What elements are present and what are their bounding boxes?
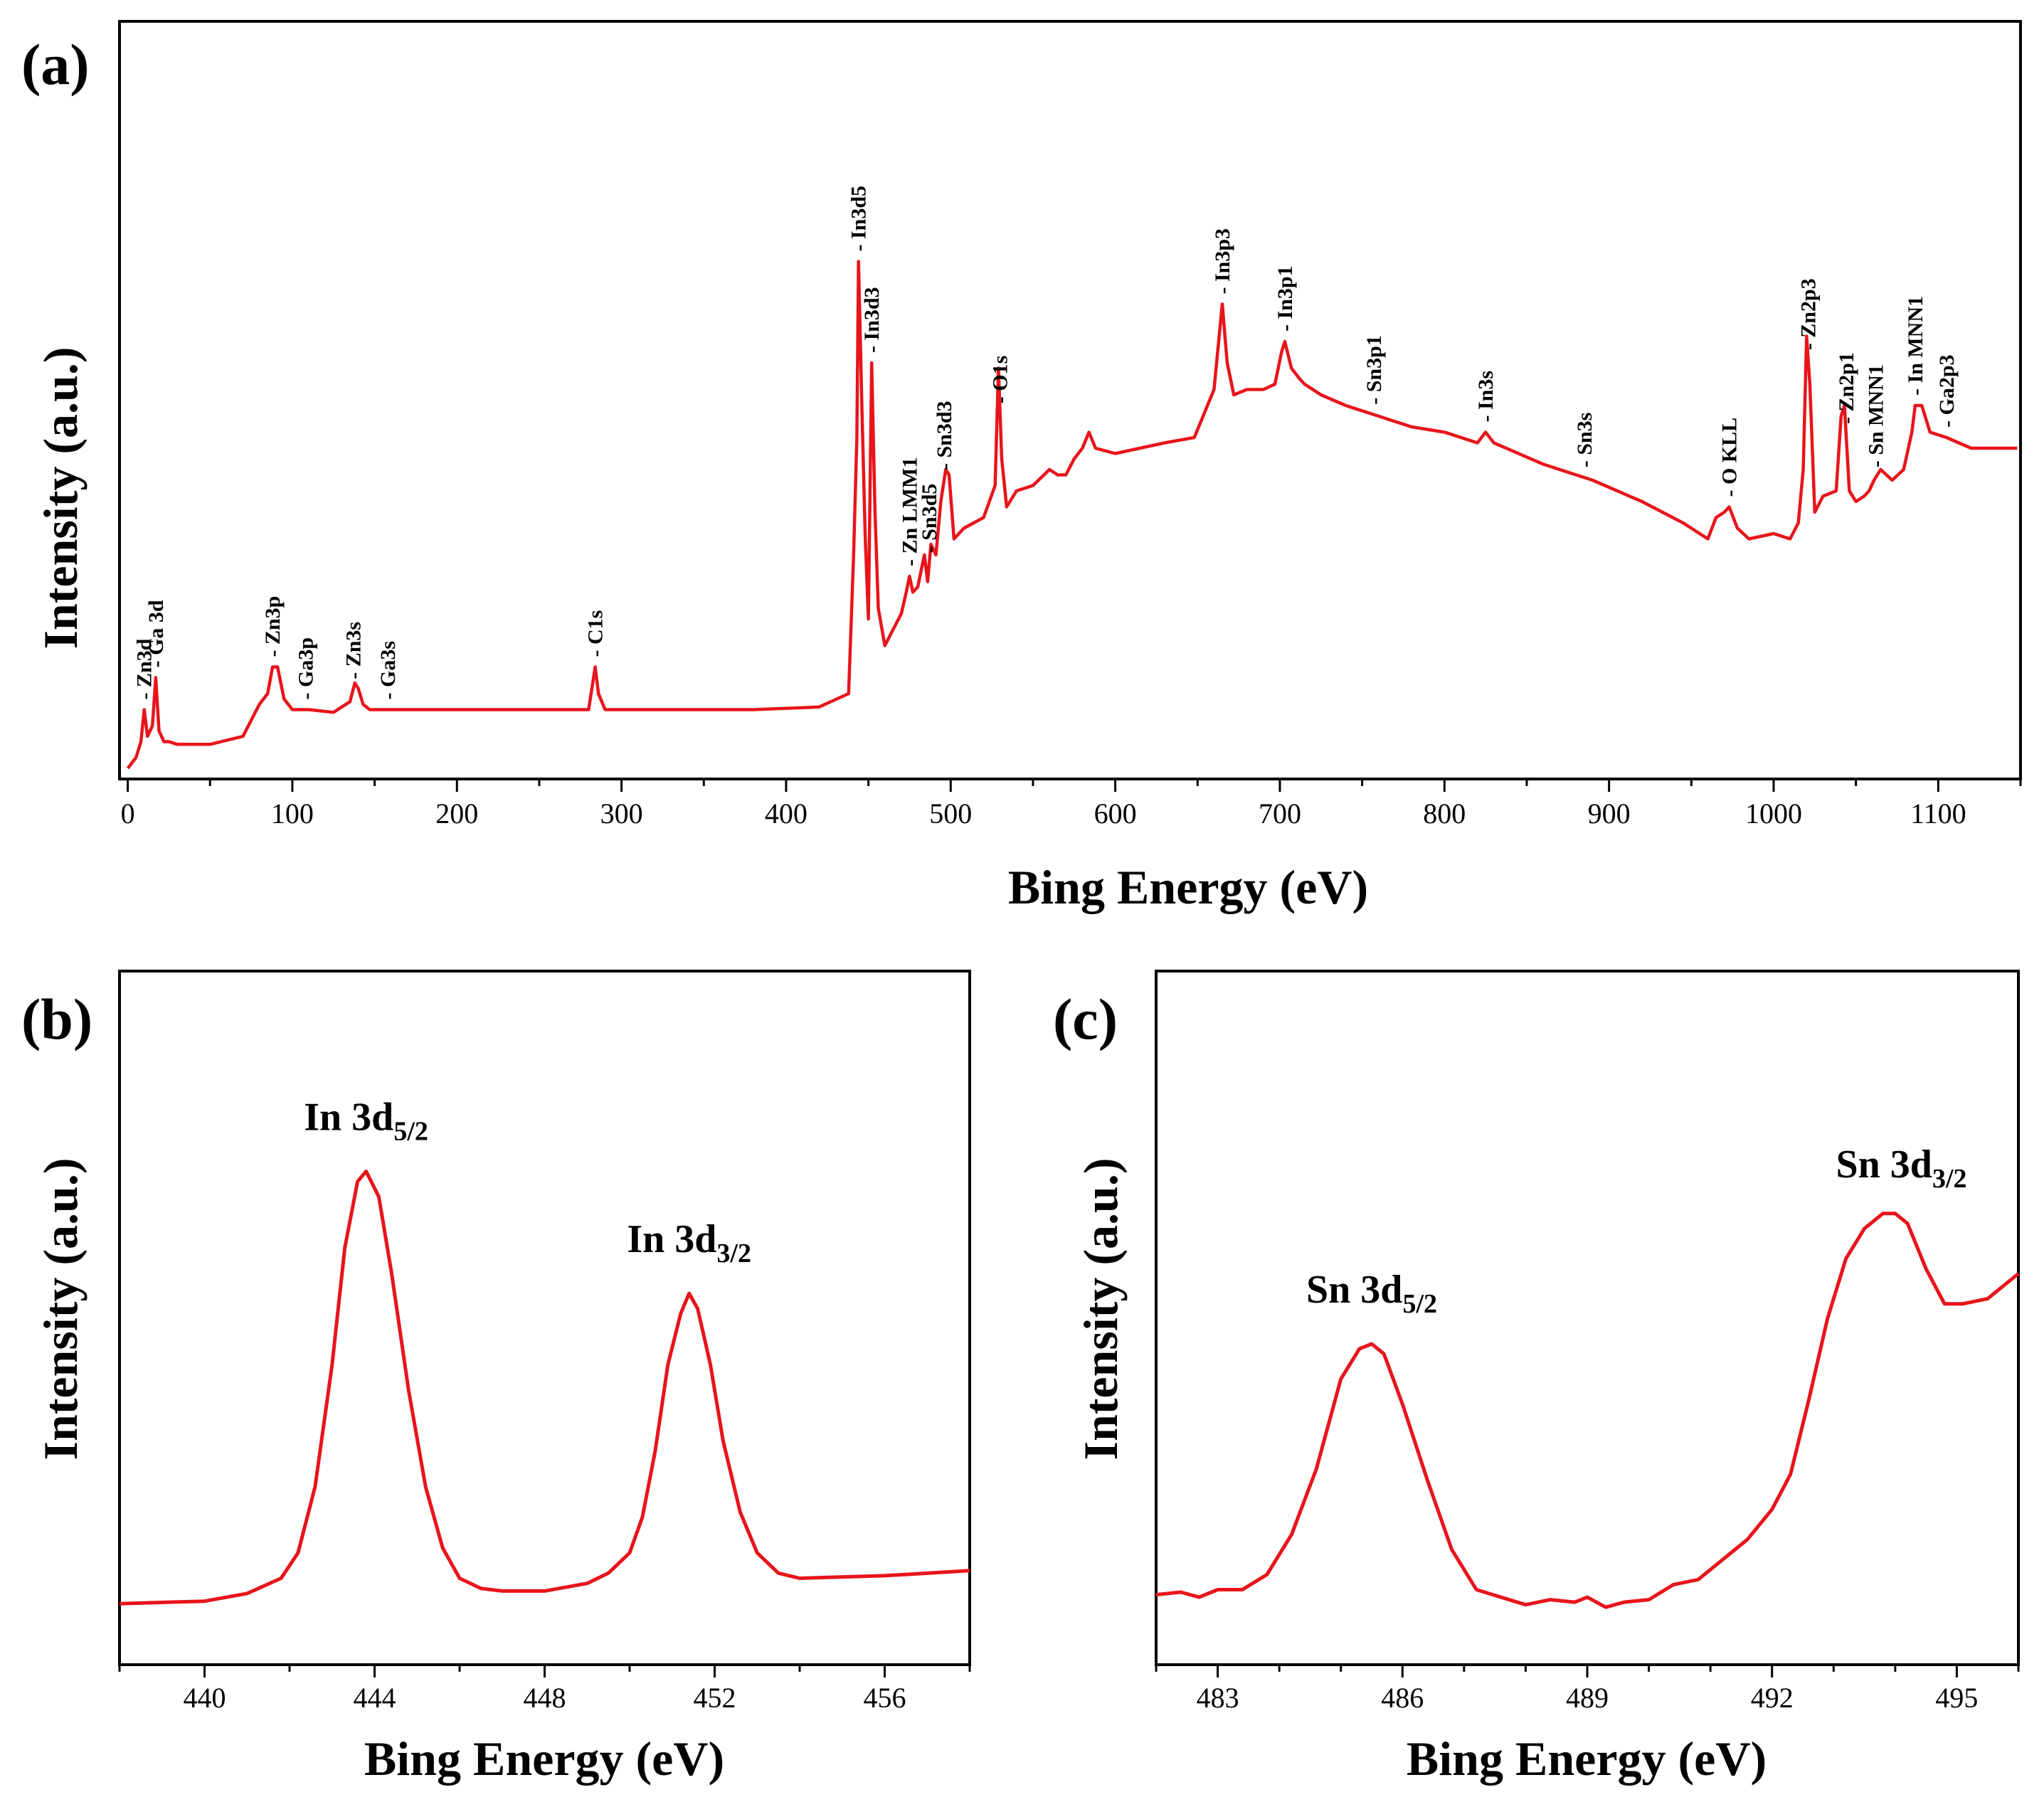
x-tick-label: 900 <box>1588 797 1631 830</box>
panel-c-x-ticks <box>1155 1665 2020 1678</box>
panel-a-label: (a) <box>21 32 90 97</box>
x-tick-label: 448 <box>524 1682 566 1714</box>
peak-label: - Sn3p1 <box>1362 335 1386 405</box>
x-tick-label: 1000 <box>1745 797 1802 830</box>
panel-a-spectrum-line <box>126 260 2018 770</box>
peak-label: - Zn3s <box>342 622 366 679</box>
peak-label: - In3s <box>1474 371 1498 423</box>
x-tick-label: 0 <box>121 797 135 830</box>
panel-c-x-axis-title: Bing Energy (eV) <box>1407 1732 1767 1786</box>
panel-b-spectrum-line <box>119 1170 970 1606</box>
peak-label: - In3d3 <box>860 287 884 353</box>
peak-label: - In3p1 <box>1273 265 1297 332</box>
panel-b-plot-frame <box>118 970 971 1666</box>
panel-a-x-ticks <box>127 779 2022 792</box>
panel-a-peak-annotations: - Zn3d- Ga 3d - Zn3p - Ga3p - Zn3s - Ga3s - C… <box>133 186 1959 700</box>
panel-a-x-tick-labels: 0 100 200 300 400 500 600 700 800 900 1000 1100 <box>121 797 1966 830</box>
panel-b-in3d-spectrum: (b) Intensity (a.u.) 440 444 448 452 456 In … <box>21 970 971 1786</box>
peak-label: - Sn MNN1 <box>1864 364 1887 467</box>
x-tick-label: 489 <box>1566 1682 1609 1714</box>
peak-label: Sn 3d5/2 <box>1306 1268 1437 1319</box>
x-tick-label: 1100 <box>1910 797 1966 830</box>
x-tick-label: 456 <box>864 1682 906 1714</box>
panel-b-label: (b) <box>21 987 92 1051</box>
panel-c-plot-frame <box>1155 970 2020 1666</box>
peak-label: - O1s <box>989 356 1012 404</box>
peak-label: - Sn3s <box>1573 413 1596 468</box>
x-tick-label: 700 <box>1259 797 1301 830</box>
panel-c-spectrum-line <box>1155 1212 2020 1609</box>
x-tick-label: 444 <box>354 1682 396 1714</box>
x-tick-label: 492 <box>1751 1682 1794 1714</box>
panel-b-x-ticks <box>118 1665 971 1678</box>
x-tick-label: 483 <box>1197 1682 1239 1714</box>
peak-label: - In3d5 <box>847 186 871 252</box>
panel-c-peak-annotations: Sn 3d5/2 Sn 3d3/2 <box>1306 1143 1967 1319</box>
panel-a-y-axis-title: Intensity (a.u.) <box>33 346 88 649</box>
panel-b-peak-annotations: In 3d5/2 In 3d3/2 <box>304 1096 751 1269</box>
peak-label: Sn 3d3/2 <box>1836 1143 1967 1194</box>
panel-c-label: (c) <box>1053 987 1118 1051</box>
panel-b-y-axis-title: Intensity (a.u.) <box>33 1157 88 1460</box>
x-tick-label: 300 <box>600 797 643 830</box>
panel-a-survey-spectrum: (a) Intensity (a.u.) 0 100 200 300 400 500 600… <box>21 20 2022 914</box>
peak-label: In 3d5/2 <box>304 1096 428 1147</box>
peak-label: - In MNN1 <box>1904 296 1927 396</box>
peak-label: - Sn3d5 <box>918 484 941 553</box>
panel-a-plot-frame <box>118 20 2022 780</box>
x-tick-label: 800 <box>1423 797 1466 830</box>
x-tick-label: 495 <box>1935 1682 1978 1714</box>
peak-label: - Zn2p1 <box>1835 352 1858 424</box>
peak-label: - Zn2p3 <box>1797 278 1821 350</box>
peak-label: In 3d3/2 <box>627 1217 751 1268</box>
x-tick-label: 500 <box>929 797 972 830</box>
panel-c-sn3d-spectrum: (c) Intensity (a.u.) 483 486 489 492 495 Sn … <box>1053 970 2020 1786</box>
panel-c-x-tick-labels: 483 486 489 492 495 <box>1197 1682 1979 1714</box>
peak-label: - Ga3s <box>376 641 400 700</box>
x-tick-label: 400 <box>765 797 807 830</box>
panel-b-x-tick-labels: 440 444 448 452 456 <box>184 1682 906 1714</box>
panel-b-x-axis-title: Bing Energy (eV) <box>364 1732 724 1786</box>
peak-label: - Sn3d3 <box>933 401 956 470</box>
peak-label: - Zn3p <box>261 596 285 657</box>
peak-label: - Ga3p <box>294 637 317 700</box>
x-tick-label: 486 <box>1381 1682 1424 1714</box>
panel-c-y-axis-title: Intensity (a.u.) <box>1074 1157 1128 1460</box>
x-tick-label: 440 <box>184 1682 226 1714</box>
panel-a-x-axis-title: Bing Energy (eV) <box>1008 860 1368 914</box>
x-tick-label: 600 <box>1094 797 1137 830</box>
peak-label: - Ga2p3 <box>1935 354 1959 428</box>
x-tick-label: 100 <box>271 797 314 830</box>
peak-label: - C1s <box>584 610 608 657</box>
peak-label: - In3p3 <box>1211 228 1234 295</box>
peak-label: - O KLL <box>1718 418 1742 497</box>
peak-label: - Zn3d <box>133 638 157 699</box>
peak-label: - Ga 3d <box>144 600 168 667</box>
x-tick-label: 200 <box>435 797 478 830</box>
peak-label: - Zn LMM1 <box>898 457 921 566</box>
x-tick-label: 452 <box>694 1682 736 1714</box>
